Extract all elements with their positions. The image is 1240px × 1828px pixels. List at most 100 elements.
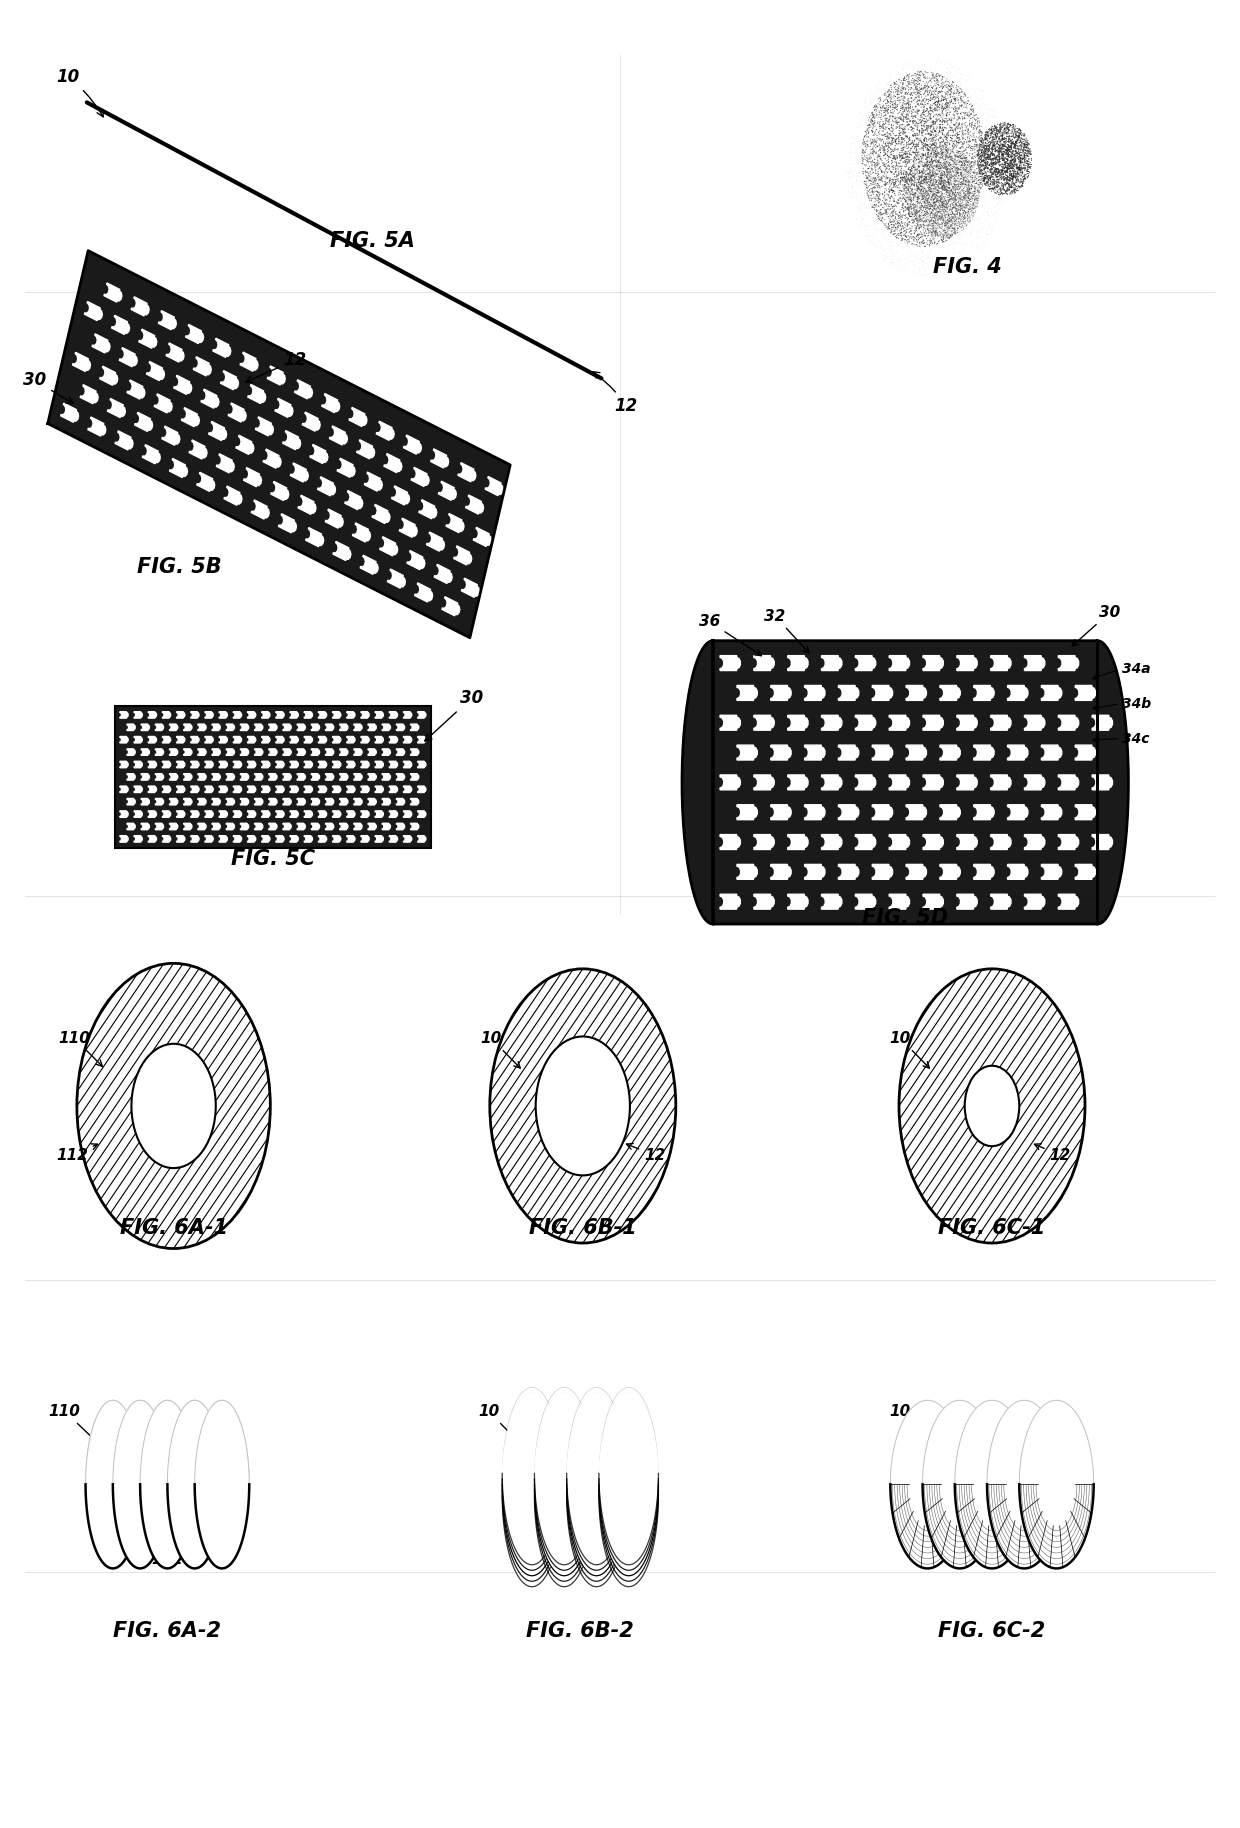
Point	[987, 122, 1007, 152]
Point	[952, 170, 972, 199]
Point	[924, 232, 944, 261]
Point	[957, 165, 977, 194]
Point	[996, 108, 1016, 137]
Point	[874, 194, 894, 223]
Point	[962, 243, 982, 272]
Point	[885, 179, 905, 208]
Point	[921, 157, 941, 186]
Point	[937, 99, 957, 128]
Point	[918, 172, 937, 201]
Point	[959, 148, 978, 177]
Point	[918, 82, 937, 112]
Point	[913, 130, 932, 159]
Point	[1017, 130, 1037, 159]
Point	[941, 181, 961, 210]
Point	[885, 86, 905, 115]
Point	[950, 161, 970, 190]
Point	[950, 212, 970, 241]
Point	[887, 243, 906, 272]
Point	[975, 166, 994, 196]
Point	[864, 186, 884, 216]
Point	[1001, 179, 1021, 208]
Point	[950, 170, 970, 199]
Point	[887, 80, 906, 110]
Point	[887, 192, 906, 221]
Text: 112: 112	[151, 1539, 184, 1567]
Point	[919, 201, 939, 230]
Point	[915, 77, 935, 106]
Point	[1018, 152, 1038, 181]
Point	[888, 208, 908, 238]
Point	[925, 181, 945, 210]
Point	[945, 208, 965, 238]
Point	[992, 155, 1012, 185]
Point	[972, 141, 992, 170]
Point	[872, 133, 892, 163]
Point	[901, 188, 921, 218]
Point	[880, 86, 900, 115]
Point	[915, 91, 935, 121]
Polygon shape	[141, 799, 149, 804]
Point	[988, 172, 1008, 201]
Point	[954, 166, 973, 196]
Point	[838, 165, 858, 194]
Point	[901, 97, 921, 126]
Point	[977, 163, 997, 192]
Polygon shape	[1042, 804, 1061, 819]
Point	[961, 157, 981, 186]
Point	[893, 71, 913, 101]
Point	[960, 97, 980, 126]
Point	[957, 179, 977, 208]
Point	[929, 117, 949, 146]
Point	[921, 163, 941, 192]
Point	[903, 223, 923, 252]
Point	[923, 168, 942, 197]
Point	[983, 130, 1003, 159]
Point	[946, 141, 966, 170]
Point	[937, 154, 957, 183]
Point	[924, 228, 944, 258]
Point	[947, 199, 967, 228]
Polygon shape	[322, 393, 340, 413]
Point	[996, 170, 1016, 199]
Point	[928, 197, 947, 227]
Point	[908, 205, 928, 234]
Point	[885, 214, 905, 243]
Point	[910, 106, 930, 135]
Point	[990, 144, 1009, 174]
Point	[977, 130, 997, 159]
Point	[976, 161, 996, 190]
Point	[900, 172, 920, 201]
Point	[934, 172, 954, 201]
Point	[904, 139, 924, 168]
Point	[898, 168, 918, 197]
Point	[930, 113, 950, 143]
Point	[889, 247, 909, 276]
Point	[942, 60, 962, 90]
Point	[929, 203, 949, 232]
Point	[962, 190, 982, 219]
Point	[998, 154, 1018, 183]
Point	[905, 188, 925, 218]
Point	[936, 221, 956, 250]
Point	[932, 155, 952, 185]
Point	[955, 163, 975, 192]
Polygon shape	[340, 799, 348, 804]
Point	[935, 221, 955, 250]
Point	[882, 71, 901, 101]
Point	[882, 207, 901, 236]
Point	[949, 159, 968, 188]
Point	[869, 154, 889, 183]
Point	[869, 90, 889, 119]
Point	[883, 177, 903, 207]
Point	[934, 49, 954, 79]
Point	[993, 174, 1013, 203]
Point	[885, 219, 905, 249]
Point	[983, 132, 1003, 161]
Point	[951, 172, 971, 201]
Point	[959, 155, 978, 185]
Point	[890, 197, 910, 227]
Point	[890, 141, 910, 170]
Point	[1012, 166, 1032, 196]
Point	[924, 214, 944, 243]
